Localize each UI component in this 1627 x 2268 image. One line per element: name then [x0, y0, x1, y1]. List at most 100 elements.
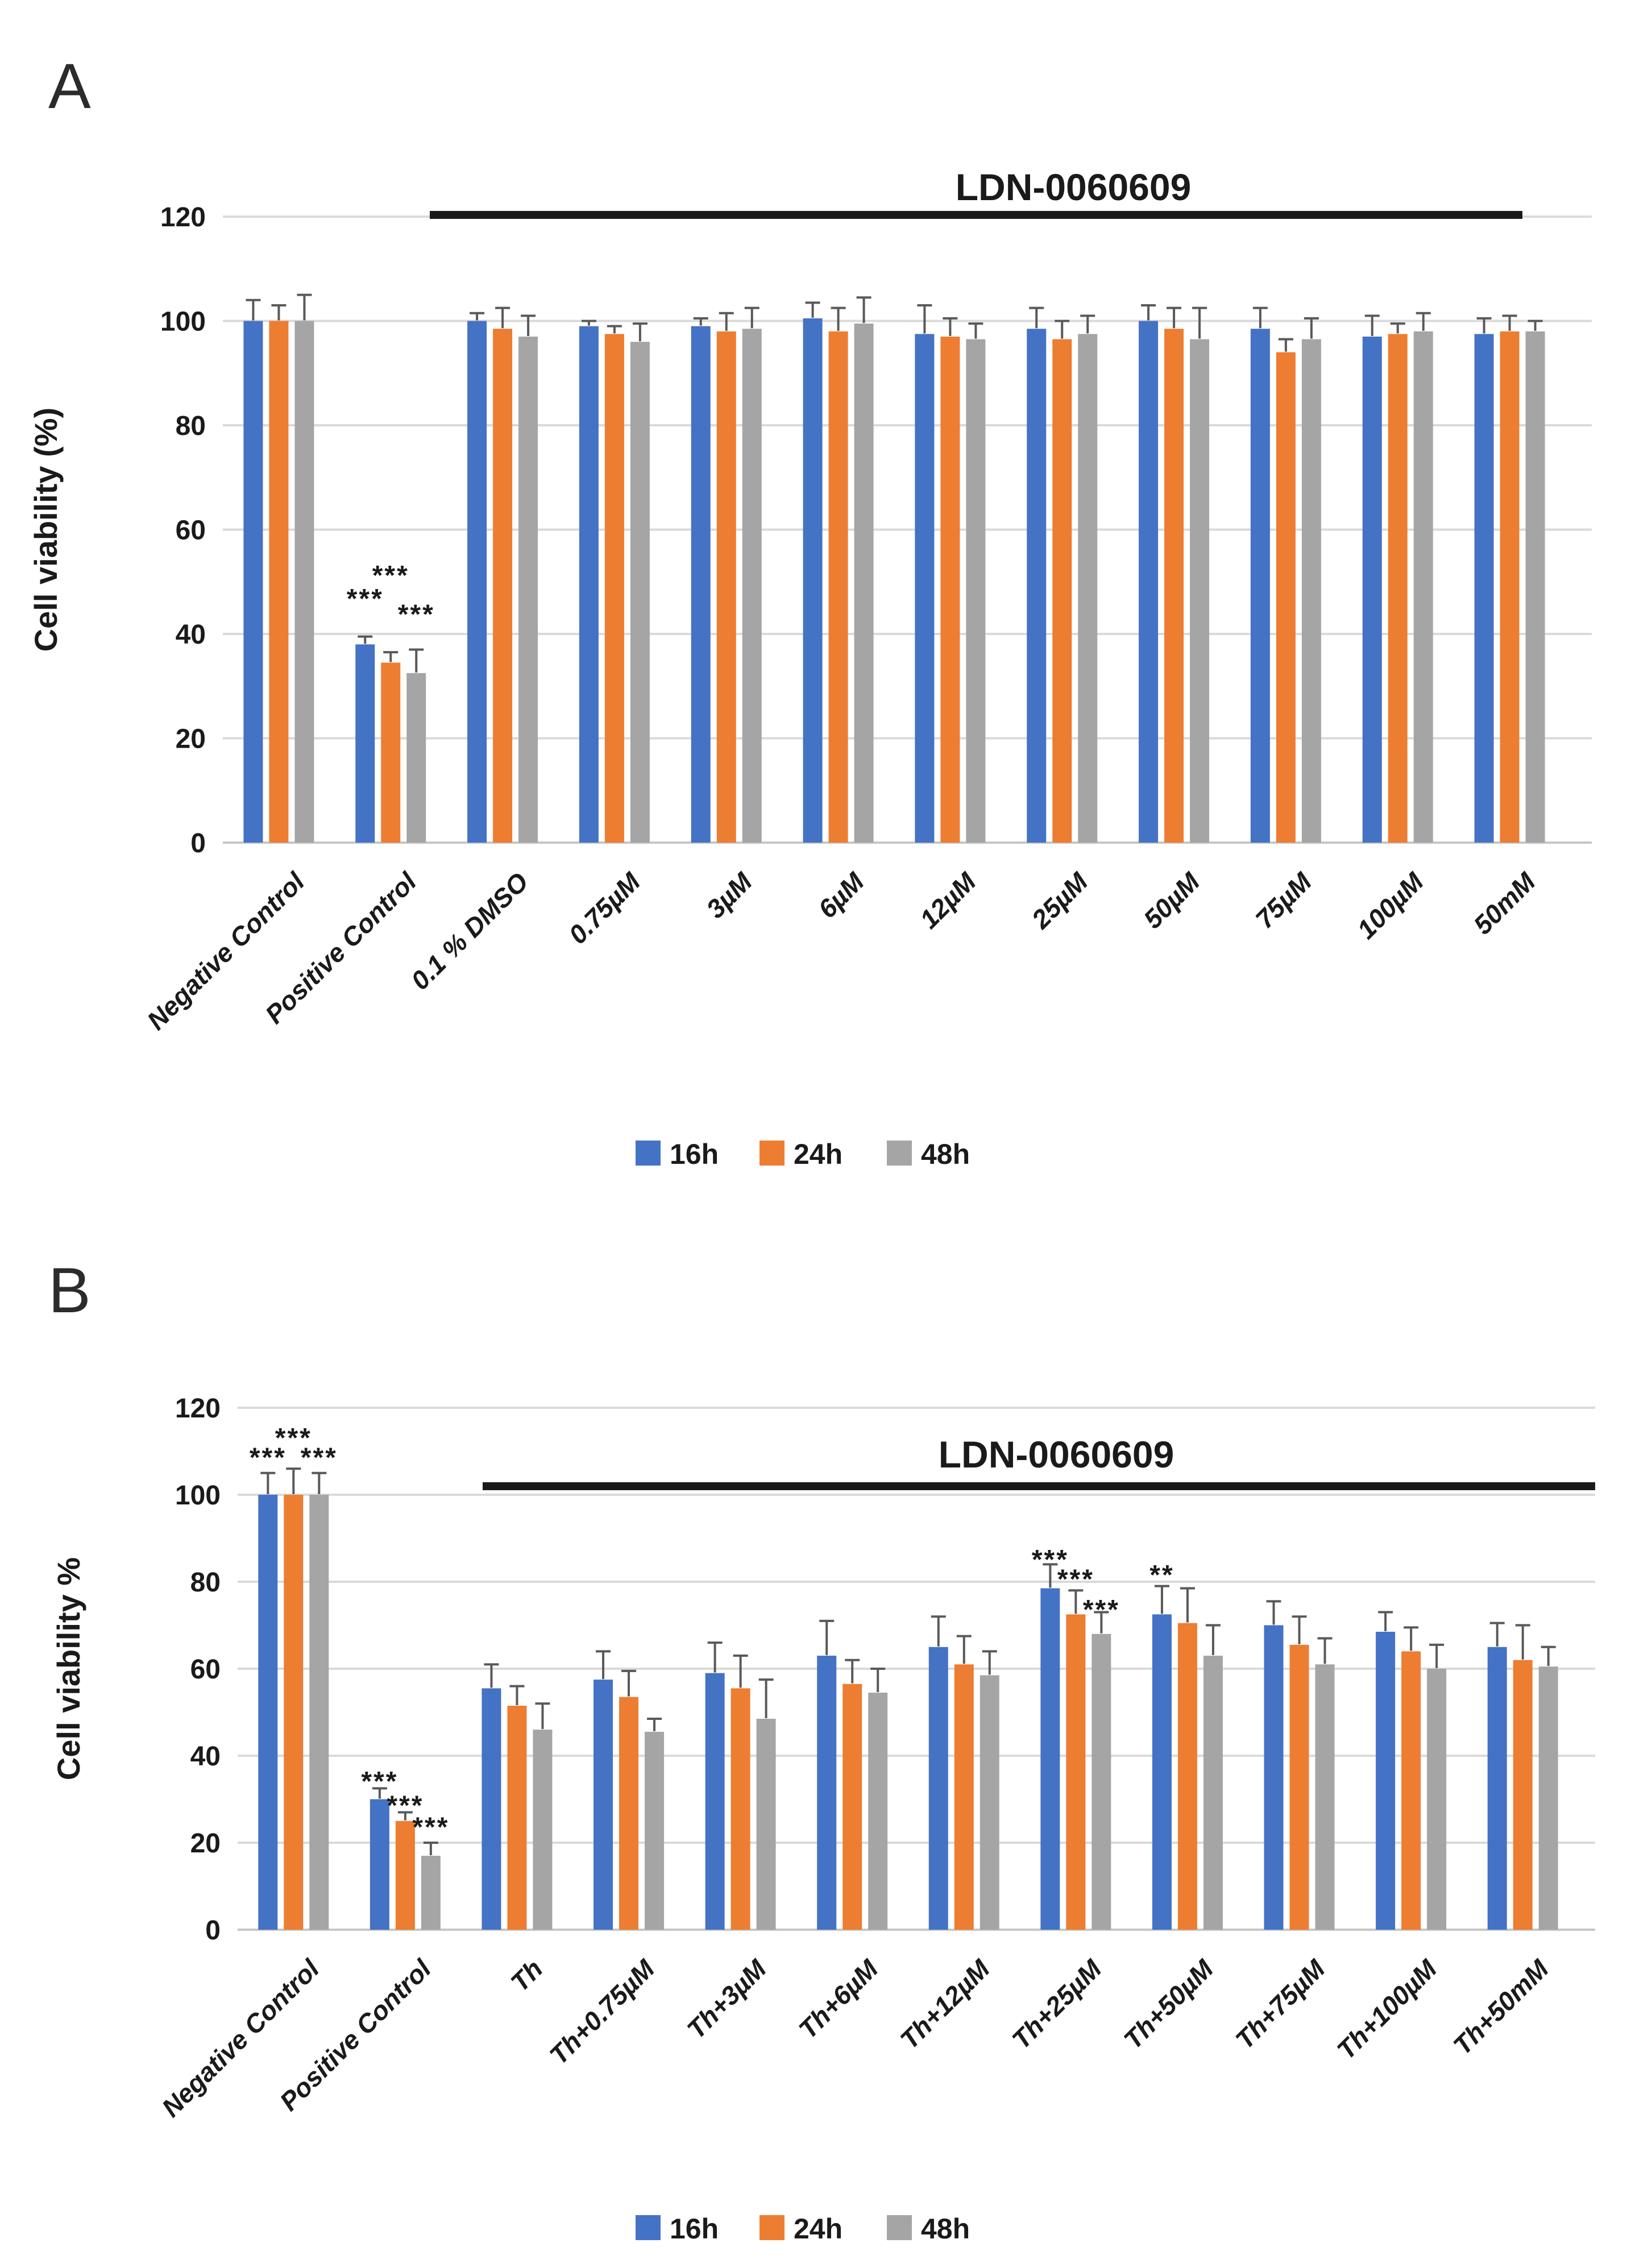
bar-48h: [533, 1730, 553, 1930]
x-category-label-group: Th+50mM: [1447, 1953, 1555, 2060]
bar-24h: [1388, 334, 1408, 843]
y-axis-tick-label: 20: [176, 724, 206, 754]
x-category-label: Th: [505, 1954, 549, 1997]
y-axis-tick-label: 40: [190, 1742, 221, 1772]
x-category-label: Th+12µM: [894, 1953, 996, 2055]
chart-title: LDN-0060609: [939, 1433, 1174, 1475]
bar-24h: [940, 337, 960, 843]
bar-16h: [1362, 337, 1382, 843]
bar-16h: [817, 1656, 837, 1930]
significance-stars: ***: [250, 1442, 287, 1473]
bar-48h: [406, 673, 426, 843]
x-category-label: 12µM: [914, 866, 982, 934]
bar-16h: [593, 1680, 613, 1930]
bar-24h: [269, 321, 289, 843]
panel-letter-a: A: [48, 51, 91, 122]
bar-16h: [1139, 321, 1159, 843]
chart-title: LDN-0060609: [956, 166, 1192, 208]
bar-48h: [1315, 1664, 1335, 1930]
legend-label-24h: 24h: [794, 2213, 842, 2245]
legend-swatch-48h: [887, 1141, 912, 1166]
bar-48h: [756, 1718, 776, 1930]
x-category-label: 3µM: [700, 866, 758, 924]
x-category-label-group: 25µM: [1026, 866, 1094, 935]
y-axis-tick-label: 120: [175, 1394, 221, 1424]
significance-stars: ***: [301, 1442, 338, 1473]
x-category-label: 50mM: [1468, 866, 1542, 940]
bar-24h: [507, 1706, 527, 1930]
bar-16h: [1040, 1588, 1060, 1930]
bar-48h: [742, 329, 762, 843]
significance-stars: **: [1149, 1560, 1174, 1590]
bar-16h: [370, 1799, 389, 1930]
bar-24h: [395, 1821, 415, 1930]
bar-24h: [954, 1664, 974, 1930]
y-axis-tick-label: 80: [176, 411, 206, 441]
bar-24h: [604, 334, 624, 843]
x-category-label-group: 75µM: [1250, 866, 1318, 934]
significance-stars: ***: [412, 1813, 449, 1843]
bar-48h: [421, 1855, 441, 1930]
y-axis-tick-label: 100: [175, 1481, 221, 1511]
bar-16h: [243, 321, 263, 843]
x-category-label: 25µM: [1026, 866, 1094, 935]
bar-16h: [1487, 1647, 1507, 1930]
bar-48h: [1190, 339, 1210, 843]
bar-48h: [1301, 339, 1321, 843]
bar-24h: [1052, 339, 1072, 843]
bar-24h: [1276, 352, 1296, 843]
bar-48h: [518, 337, 538, 843]
bar-48h: [1203, 1656, 1223, 1930]
x-category-label-group: Th+12µM: [894, 1953, 996, 2055]
y-axis-tick-label: 0: [190, 828, 206, 859]
significance-stars: ***: [387, 1790, 424, 1821]
y-axis-tick-label: 120: [160, 202, 206, 233]
legend-label-16h: 16h: [670, 1138, 719, 1170]
bar-24h: [381, 662, 401, 843]
legend-swatch-16h: [636, 1141, 661, 1166]
bar-24h: [493, 329, 513, 843]
x-category-label-group: 50mM: [1468, 866, 1542, 940]
x-category-label: Th+100µM: [1331, 1953, 1443, 2065]
x-category-label-group: Th+25µM: [1006, 1953, 1108, 2055]
significance-stars: ***: [361, 1767, 398, 1797]
x-category-label: Th+50mM: [1447, 1953, 1555, 2060]
x-category-label: 6µM: [812, 866, 870, 924]
bar-24h: [842, 1684, 862, 1930]
x-category-label-group: 0.1 % DMSO: [405, 866, 534, 996]
y-axis-tick-label: 80: [190, 1568, 221, 1598]
x-category-label: 0.1 % DMSO: [405, 866, 534, 996]
bar-48h: [1427, 1669, 1447, 1930]
bar-48h: [1091, 1633, 1111, 1930]
legend-swatch-16h: [636, 2215, 661, 2240]
x-category-label-group: 3µM: [700, 866, 758, 924]
legend-label-16h: 16h: [670, 2213, 719, 2245]
y-axis-tick-label: 40: [176, 620, 206, 650]
bar-24h: [716, 331, 736, 843]
bar-48h: [294, 321, 314, 843]
bar-48h: [1413, 331, 1433, 843]
y-axis-tick-label: 0: [205, 1915, 221, 1946]
bar-16h: [915, 334, 935, 843]
bar-48h: [309, 1495, 329, 1930]
x-category-label-group: Th+3µM: [681, 1953, 773, 2045]
bar-48h: [1538, 1666, 1558, 1930]
x-category-label-group: 6µM: [812, 866, 870, 924]
x-category-label: Th+50µM: [1118, 1953, 1220, 2055]
bar-48h: [868, 1693, 888, 1930]
bar-48h: [630, 342, 650, 843]
bar-24h: [731, 1688, 750, 1930]
x-category-label-group: Th+75µM: [1230, 1953, 1331, 2055]
y-axis-tick-label: 60: [190, 1655, 221, 1685]
bar-16h: [1027, 329, 1047, 843]
bar-16h: [803, 318, 823, 843]
x-category-label: Th+0.75µM: [543, 1953, 661, 2070]
bar-16h: [258, 1495, 278, 1930]
y-axis-title: Cell viability (%): [28, 408, 64, 652]
x-category-label-group: Th+0.75µM: [543, 1953, 661, 2070]
x-category-label: 0.75µM: [563, 866, 646, 950]
bar-24h: [284, 1495, 304, 1930]
